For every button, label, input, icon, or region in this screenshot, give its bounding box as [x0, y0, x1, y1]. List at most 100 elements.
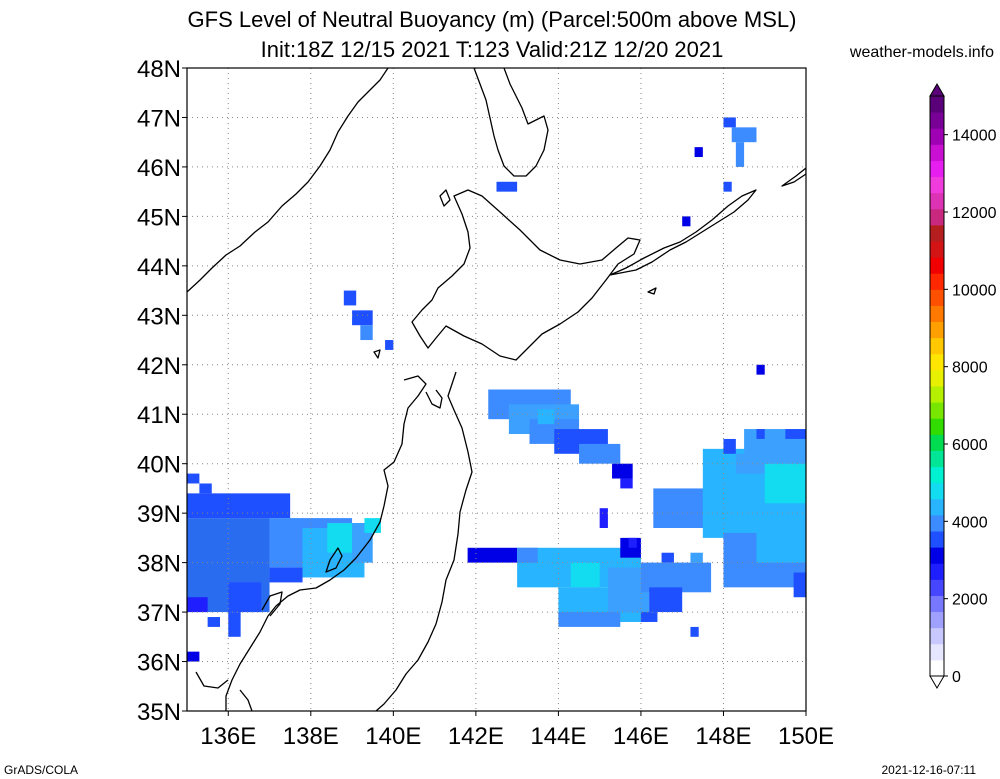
colorbar-swatch	[930, 369, 944, 387]
field-cell	[579, 443, 621, 464]
colorbar-swatch	[930, 531, 944, 548]
field-cell	[385, 340, 394, 350]
lat-tick-labels: 35N 36N 37N 38N 39N 40N 41N 42N 43N 44N 45N 46N 47N 4…	[137, 56, 187, 726]
field-cell	[187, 651, 200, 662]
coastlines	[187, 68, 806, 711]
noto-coast	[261, 591, 283, 617]
field-cell	[694, 147, 703, 158]
footer-right: 2021-12-16-07:11	[881, 763, 976, 777]
colorbar	[929, 83, 945, 689]
lat-tick-label: 36N	[137, 650, 181, 677]
field-cell	[467, 547, 518, 563]
field-cell	[764, 463, 806, 504]
colorbar-swatch	[930, 273, 944, 290]
colorbar-swatch	[930, 305, 944, 323]
buoyancy-field	[187, 117, 806, 662]
mainland-coast	[187, 68, 389, 293]
colorbar-swatch	[930, 450, 944, 468]
lat-tick-label: 46N	[137, 155, 181, 182]
lat-tick-label: 42N	[137, 353, 181, 380]
colorbar-label: 2000	[952, 592, 988, 609]
colorbar-swatch	[930, 514, 944, 532]
lon-tick-label: 142E	[448, 723, 504, 750]
colorbar-swatch	[930, 289, 944, 306]
field-cell	[723, 181, 732, 192]
field-cell	[343, 290, 357, 306]
colorbar-swatch	[930, 595, 944, 613]
gridlines	[187, 68, 806, 711]
footer-left: GrADS/COLA	[4, 763, 79, 777]
colorbar-swatch	[930, 418, 944, 435]
colorbar-swatch	[930, 386, 944, 403]
site-label: weather-models.info	[849, 44, 994, 61]
colorbar-swatch	[930, 192, 944, 210]
field-cell	[756, 532, 806, 563]
field-cell	[690, 626, 699, 637]
field-cell	[735, 453, 761, 474]
field-cell	[187, 473, 200, 484]
field-cell	[187, 493, 291, 519]
colorbar-swatch	[930, 128, 944, 145]
colorbar-label: 14000	[952, 128, 997, 145]
lon-tick-label: 146E	[613, 723, 669, 750]
field-cell	[352, 310, 373, 326]
field-cell	[537, 409, 555, 425]
lon-tick-label: 150E	[778, 723, 834, 750]
lat-tick-label: 44N	[137, 254, 181, 281]
sado-coast	[325, 547, 343, 573]
colorbar-swatch	[930, 547, 944, 564]
lat-tick-label: 40N	[137, 452, 181, 479]
colorbar-swatch	[930, 321, 944, 339]
colorbar-label: 6000	[952, 437, 988, 454]
colorbar-swatch	[930, 144, 944, 161]
colorbar-min-arrow	[929, 675, 945, 689]
colorbar-swatch	[930, 208, 944, 226]
field-cell	[558, 612, 621, 627]
field-cell	[364, 518, 381, 533]
lon-tick-labels: 136E 138E 140E 142E 144E 146E 148E 150E	[200, 711, 834, 750]
lat-tick-label: 43N	[137, 303, 181, 330]
field-cell	[207, 617, 221, 627]
lon-tick-label: 144E	[530, 723, 586, 750]
colorbar-label: 10000	[952, 282, 997, 299]
colorbar-swatch	[930, 176, 944, 194]
colorbar-swatch	[930, 112, 944, 129]
field-cell	[731, 127, 757, 143]
lat-tick-label: 47N	[137, 105, 181, 132]
field-cell	[756, 364, 765, 375]
field-cell	[690, 552, 703, 563]
field-cell	[517, 547, 538, 563]
field-cell	[682, 216, 691, 227]
colorbar-swatch	[930, 611, 944, 629]
colorbar-swatch	[930, 96, 944, 113]
colorbar-swatch	[930, 498, 944, 516]
field-cell	[628, 537, 637, 548]
field-cell	[793, 572, 806, 598]
field-cell	[723, 438, 736, 454]
colorbar-swatch	[930, 257, 944, 274]
field-cell	[723, 117, 736, 128]
field-cell	[228, 612, 241, 637]
colorbar-labels: 0 2000 4000 6000 8000 10000 12000 14000	[944, 128, 997, 686]
colorbar-swatch	[930, 659, 944, 677]
lon-tick-label: 136E	[200, 723, 256, 750]
lat-tick-label: 45N	[137, 204, 181, 231]
colorbar-swatch	[930, 579, 944, 596]
hokkaido-coast	[411, 189, 641, 361]
colorbar-swatch	[930, 482, 944, 500]
colorbar-swatch	[930, 466, 944, 484]
colorbar-swatch	[930, 224, 944, 242]
colorbar-swatch	[930, 337, 944, 355]
mutsu-bay	[425, 389, 443, 409]
lon-tick-label: 148E	[695, 723, 751, 750]
field-cell	[756, 429, 765, 439]
kuril-coast	[609, 189, 757, 276]
field-cell	[360, 325, 373, 341]
colorbar-label: 8000	[952, 360, 988, 377]
lon-tick-label: 138E	[283, 723, 339, 750]
field-cell	[570, 562, 600, 588]
field-cell	[640, 612, 658, 622]
field-cell	[785, 429, 806, 439]
field-cell	[352, 523, 373, 563]
colorbar-label: 12000	[952, 205, 997, 222]
